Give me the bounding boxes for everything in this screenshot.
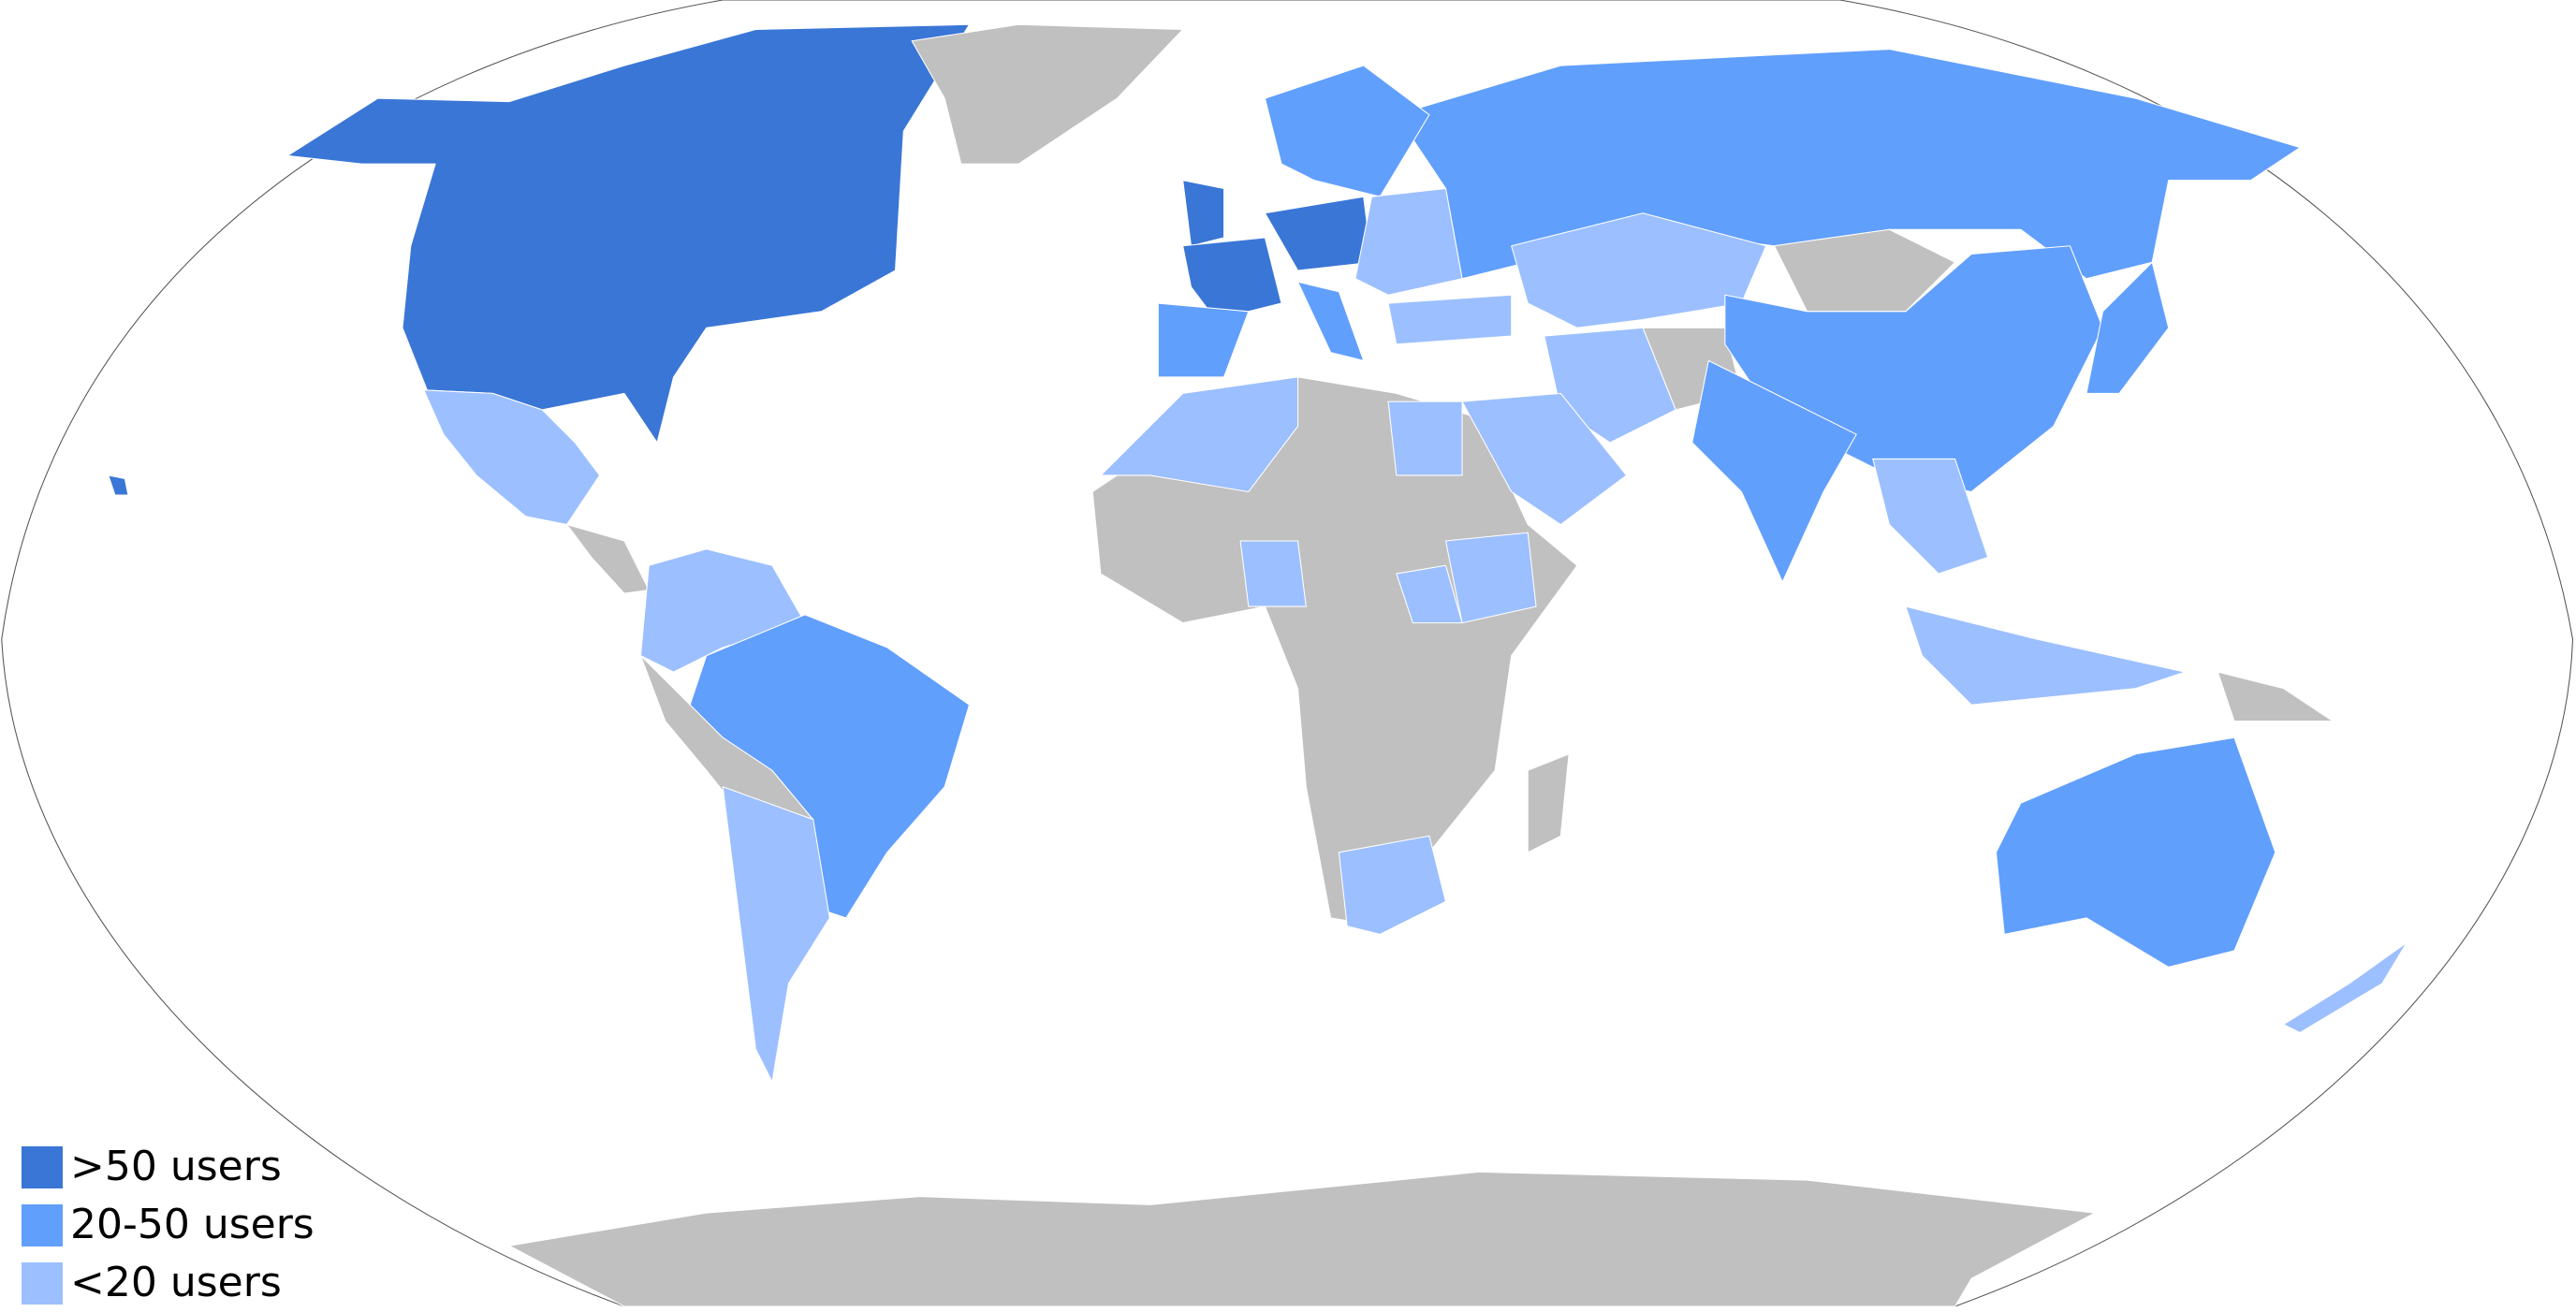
- legend-swatch-low: [22, 1261, 63, 1305]
- region-central-america: [565, 523, 650, 594]
- legend-label-high: >50 users: [70, 1143, 282, 1190]
- legend-swatch-mid: [22, 1203, 63, 1246]
- region-uk: [1182, 180, 1225, 247]
- region-antarctica: [508, 1171, 2096, 1306]
- region-india: [1691, 359, 1857, 583]
- region-eastern-europe: [1354, 187, 1463, 296]
- region-italy: [1297, 281, 1365, 361]
- legend-item-low: <20 users: [22, 1254, 315, 1312]
- region-nigeria: [1239, 540, 1307, 607]
- legend-swatch-high: [22, 1145, 63, 1188]
- region-mongolia: [1773, 228, 1956, 313]
- region-australia: [1995, 736, 2276, 968]
- region-arabia: [1461, 392, 1628, 526]
- region-southern-cone: [722, 786, 830, 1083]
- region-turkey: [1387, 294, 1513, 345]
- region-new-zealand: [2283, 941, 2408, 1034]
- region-central-europe: [1264, 196, 1373, 271]
- region-south-africa: [1338, 835, 1447, 935]
- region-north-america: [286, 23, 971, 444]
- region-papua: [2217, 671, 2334, 722]
- legend-item-high: >50 users: [22, 1138, 315, 1196]
- region-hawaii: [108, 474, 129, 496]
- region-egypt: [1387, 401, 1463, 476]
- legend-label-mid: 20-50 users: [70, 1201, 315, 1248]
- region-madagascar: [1527, 753, 1570, 853]
- legend-label-low: <20 users: [70, 1259, 282, 1306]
- legend-item-mid: 20-50 users: [22, 1196, 315, 1254]
- region-iberia: [1157, 302, 1250, 378]
- region-southeast-asia: [1872, 458, 1989, 575]
- region-kazakhstan: [1511, 212, 1767, 328]
- region-mexico: [423, 389, 601, 526]
- region-indonesia: [1905, 605, 2186, 706]
- region-scandinavia: [1264, 65, 1430, 197]
- region-north-africa-west: [1100, 376, 1299, 492]
- region-greenland: [911, 23, 1184, 165]
- region-japan: [2086, 261, 2170, 394]
- region-brazil: [689, 614, 971, 919]
- region-ethiopia: [1444, 532, 1537, 624]
- legend: >50 users 20-50 users <20 users: [22, 1138, 315, 1312]
